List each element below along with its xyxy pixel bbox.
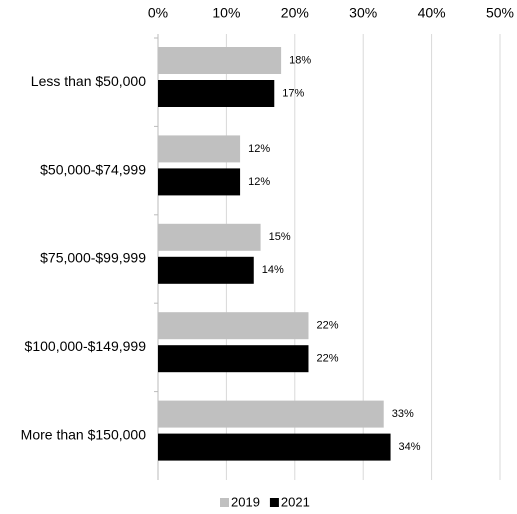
y-tick-label: More than $150,000 xyxy=(21,427,147,443)
data-label: 12% xyxy=(248,176,270,188)
bar xyxy=(158,135,241,163)
data-label: 17% xyxy=(282,87,304,99)
x-tick-label: 50% xyxy=(486,5,514,21)
x-tick-label: 20% xyxy=(281,5,309,21)
data-label: 22% xyxy=(316,320,338,332)
bar xyxy=(158,223,261,251)
y-tick-label: Less than $50,000 xyxy=(31,73,146,89)
data-label: 15% xyxy=(269,231,291,243)
bar xyxy=(158,433,391,461)
bar xyxy=(158,256,254,284)
bar xyxy=(158,168,241,196)
bar xyxy=(158,345,309,373)
data-label: 22% xyxy=(316,353,338,365)
data-label: 18% xyxy=(289,54,311,66)
data-label: 12% xyxy=(248,143,270,155)
legend-label: 2019 xyxy=(231,494,260,509)
y-tick-label: $50,000-$74,999 xyxy=(40,161,146,177)
data-label: 34% xyxy=(399,441,421,453)
legend-key xyxy=(220,498,229,507)
legend-key xyxy=(269,498,279,507)
bar xyxy=(158,400,384,428)
bar xyxy=(158,47,282,74)
x-tick-label: 10% xyxy=(212,5,240,21)
y-tick-label: $75,000-$99,999 xyxy=(40,250,146,266)
x-tick-label: 30% xyxy=(349,5,377,21)
y-tick-label: $100,000-$149,999 xyxy=(25,338,147,354)
legend-label: 2021 xyxy=(281,494,310,509)
bar xyxy=(158,312,309,340)
data-label: 14% xyxy=(262,264,284,276)
x-tick-label: 0% xyxy=(148,5,168,21)
bar xyxy=(158,80,275,107)
x-tick-label: 40% xyxy=(418,5,446,21)
data-label: 33% xyxy=(392,408,414,420)
